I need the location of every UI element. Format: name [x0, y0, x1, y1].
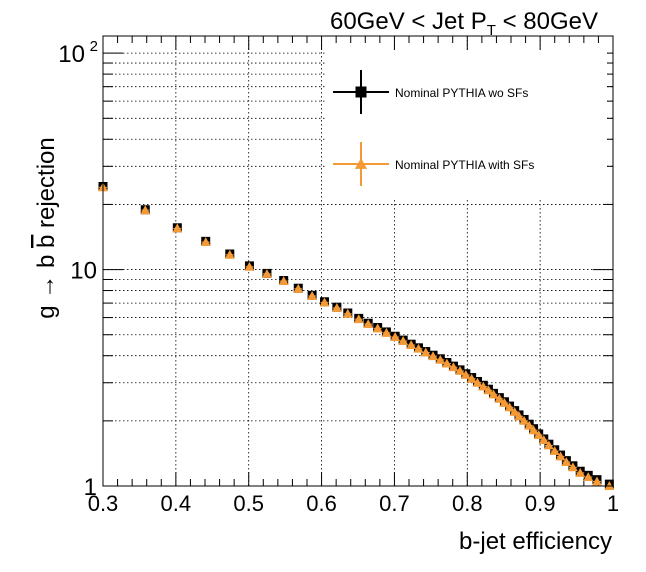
- chart-title-subscript: T: [487, 22, 496, 39]
- x-tick-label: 0.6: [306, 491, 337, 516]
- data-point: [549, 446, 560, 456]
- chart-title-main: 60GeV < Jet P: [330, 8, 487, 35]
- data-point: [514, 411, 524, 421]
- data-point: [509, 406, 520, 416]
- series-1: [98, 182, 615, 490]
- x-tick-label: 0.9: [525, 491, 556, 516]
- data-point: [561, 457, 572, 467]
- y-tick-label: 10: [58, 41, 85, 68]
- data-point: [381, 327, 392, 337]
- legend-box: [325, 52, 607, 200]
- data-point: [224, 249, 235, 259]
- legend-marker: [354, 157, 368, 169]
- data-point: [504, 402, 515, 412]
- x-tick-label: 0.4: [161, 491, 192, 516]
- y-tick-label: 1: [84, 474, 97, 501]
- data-point: [575, 467, 586, 477]
- x-tick-label: 0.7: [379, 491, 410, 516]
- data-point: [455, 366, 465, 375]
- data-point: [428, 351, 438, 361]
- data-point: [307, 291, 318, 300]
- data-point: [538, 435, 549, 445]
- data-point: [342, 308, 353, 318]
- y-axis-label-post: rejection: [33, 137, 60, 234]
- y-axis-label-bar: b: [33, 235, 60, 248]
- x-tick-label: 0.8: [452, 491, 483, 516]
- data-point: [472, 377, 483, 387]
- y-axis-label-pre: g → b: [33, 248, 60, 319]
- data-point: [278, 276, 289, 286]
- x-axis-label: b-jet efficiency: [459, 528, 612, 555]
- data-point: [406, 340, 417, 350]
- data-point: [543, 440, 554, 450]
- legend: Nominal PYTHIA wo SFs Nominal PYTHIA with…: [325, 52, 607, 200]
- data-point: [519, 415, 530, 425]
- data-point: [499, 397, 510, 407]
- data-point: [435, 354, 446, 364]
- legend-marker: [355, 86, 367, 98]
- y-axis-label: g → b b rejection: [33, 137, 60, 318]
- data-point: [363, 319, 374, 329]
- data-point: [244, 261, 255, 271]
- data-point: [494, 393, 505, 403]
- data-point: [483, 385, 494, 395]
- data-point: [524, 420, 535, 430]
- data-point: [441, 358, 452, 368]
- legend-label: Nominal PYTHIA wo SFs: [395, 86, 528, 100]
- data-point: [200, 237, 211, 247]
- data-point: [567, 462, 578, 472]
- data-point: [592, 476, 602, 486]
- x-tick-label: 0.5: [233, 491, 264, 516]
- data-point: [261, 268, 272, 278]
- data-point: [555, 451, 566, 461]
- data-point: [460, 369, 471, 379]
- data-point: [331, 302, 342, 312]
- plot-frame: [102, 35, 614, 487]
- data-point: [319, 297, 330, 307]
- data-point: [140, 205, 151, 215]
- y-tick-label: 10: [70, 258, 97, 285]
- data-points: [98, 181, 615, 490]
- chart-title: 60GeV < Jet PT < 80GeV: [330, 8, 598, 39]
- data-point: [583, 472, 594, 482]
- data-point: [372, 323, 383, 333]
- legend-label: Nominal PYTHIA with SFs: [395, 158, 534, 172]
- chart-title-tail: < 80GeV: [496, 8, 598, 35]
- data-point: [528, 425, 539, 435]
- y-tick-label-exponent: 2: [90, 38, 98, 55]
- data-point: [448, 362, 459, 372]
- x-tick-label: 1: [607, 491, 619, 516]
- y-tick-label-base: 10: [58, 41, 85, 68]
- data-point: [390, 332, 401, 341]
- data-point: [413, 343, 424, 353]
- data-point: [533, 430, 544, 439]
- data-point: [420, 347, 431, 357]
- data-point: [172, 223, 183, 233]
- data-point: [478, 381, 489, 391]
- x-tick-label: 0.3: [88, 491, 119, 516]
- data-point: [353, 314, 364, 324]
- data-point: [293, 283, 304, 293]
- data-point: [488, 389, 499, 399]
- axis-ticks: 0.3 0.4 0.5 0.6 0.7 0.8 0.9 1 1 10 10 2: [58, 36, 619, 516]
- data-point: [398, 335, 409, 345]
- data-point: [466, 373, 477, 383]
